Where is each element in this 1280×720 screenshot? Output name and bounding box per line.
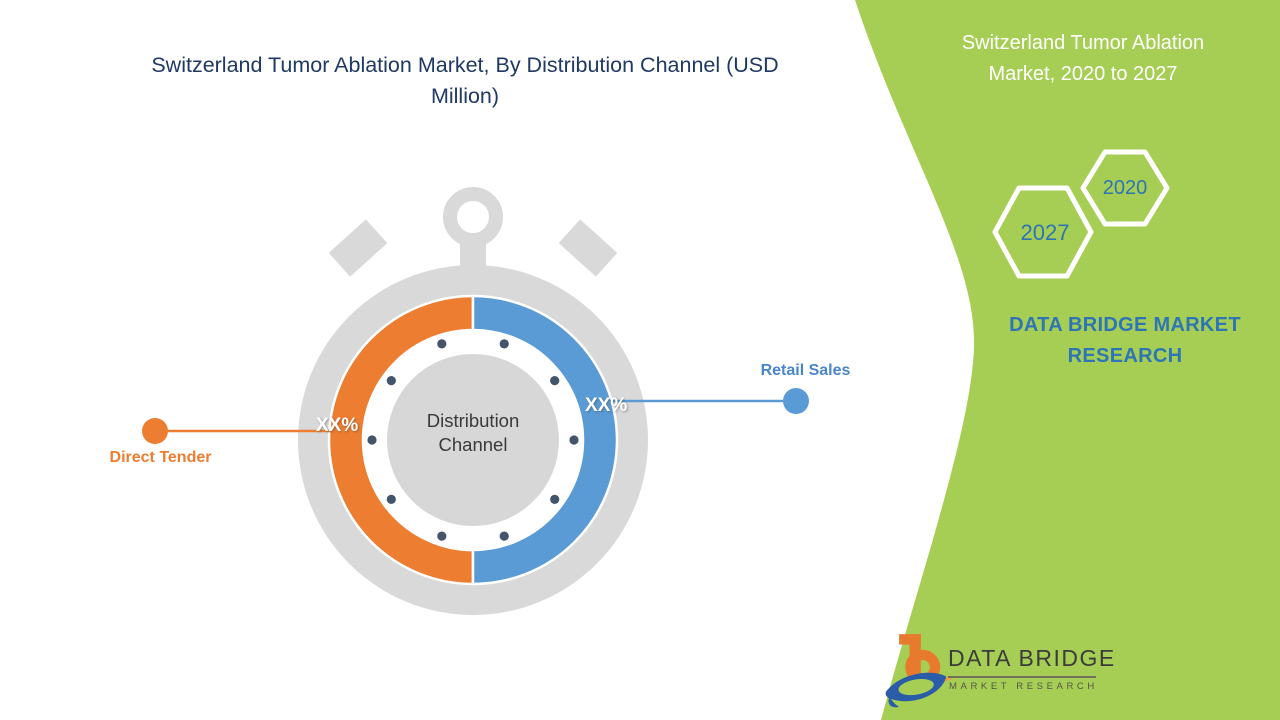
chart-title: Switzerland Tumor Ablation Market, By Di…	[151, 53, 779, 109]
data-bridge-logo-icon	[885, 634, 952, 708]
retail-sales-label: Retail Sales	[760, 362, 851, 379]
sidebar-title: Switzerland Tumor Ablation Market, 2020 …	[961, 32, 1205, 85]
retail-sales-value: XX%	[585, 395, 628, 416]
center-hub	[387, 354, 559, 526]
stopwatch-crown-icon	[443, 187, 503, 247]
logo-tagline: MARKET RESEARCH	[949, 681, 1098, 692]
year-start-label: 2020	[1102, 177, 1148, 199]
direct-tender-label: Direct Tender	[109, 449, 212, 466]
tick-dots	[367, 339, 579, 541]
logo-divider	[948, 676, 1096, 678]
donut-center-label: Distribution Channel	[426, 410, 520, 456]
stopwatch-left-button	[328, 219, 388, 277]
brand-name: DATA BRIDGE MARKET RESEARCH	[1009, 314, 1241, 367]
stopwatch-right-button	[558, 219, 618, 277]
hexagon-2020	[1080, 149, 1170, 227]
year-end-label: 2027	[1020, 220, 1070, 245]
green-sidebar-shape	[855, 0, 1280, 720]
hexagon-2027	[992, 185, 1094, 279]
direct-tender-value: XX%	[316, 415, 359, 436]
retail-sales-dot	[783, 388, 809, 414]
direct-tender-dot	[142, 418, 168, 444]
logo-wordmark: DATA BRIDGE	[948, 645, 1116, 671]
